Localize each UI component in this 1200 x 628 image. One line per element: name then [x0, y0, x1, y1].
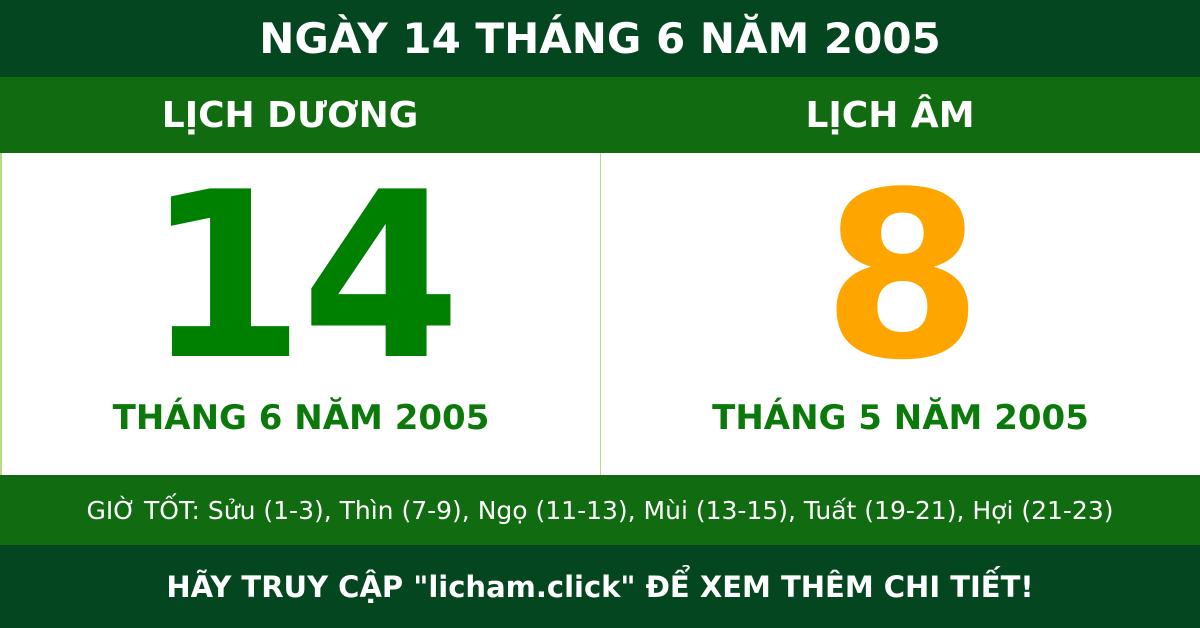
solar-month-year: THÁNG 6 NĂM 2005: [112, 398, 490, 438]
good-hours: GIỜ TỐT: Sửu (1-3), Thìn (7-9), Ngọ (11-…: [0, 475, 1200, 545]
solar-panel: 14 THÁNG 6 NĂM 2005: [2, 153, 601, 475]
lunar-panel: 8 THÁNG 5 NĂM 2005: [601, 153, 1200, 475]
calendar-headings: LỊCH DƯƠNG LỊCH ÂM: [0, 77, 1200, 153]
solar-heading: LỊCH DƯƠNG: [161, 94, 419, 136]
calendar-body: 14 THÁNG 6 NĂM 2005 8 THÁNG 5 NĂM 2005: [0, 153, 1200, 475]
lunar-month-year: THÁNG 5 NĂM 2005: [712, 398, 1089, 438]
page-title: NGÀY 14 THÁNG 6 NĂM 2005: [0, 0, 1200, 77]
lunar-heading: LỊCH ÂM: [805, 94, 975, 136]
footer-cta: HÃY TRUY CẬP "licham.click" ĐỂ XEM THÊM …: [0, 545, 1200, 628]
solar-day: 14: [144, 144, 461, 411]
lunar-day: 8: [822, 144, 982, 411]
